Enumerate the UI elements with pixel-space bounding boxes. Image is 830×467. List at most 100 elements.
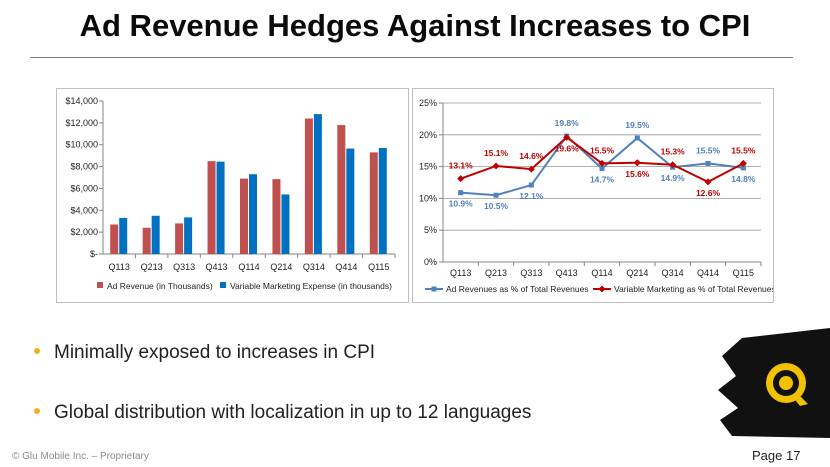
- data-label: 13.1%: [449, 161, 474, 171]
- data-label: 15.6%: [625, 169, 650, 179]
- x-tick-label: Q313: [173, 262, 195, 272]
- legend-swatch: [97, 282, 103, 288]
- legend-label: Variable Marketing Expense (in thousands…: [230, 281, 392, 291]
- bar: [216, 161, 225, 254]
- x-tick-label: Q413: [206, 262, 228, 272]
- data-point: [458, 190, 464, 196]
- x-tick-label: Q313: [520, 268, 542, 278]
- y-tick-label: 25%: [419, 98, 437, 108]
- y-tick-label: 10%: [419, 193, 437, 203]
- x-tick-label: Q414: [335, 262, 357, 272]
- data-point: [740, 165, 746, 171]
- bar: [272, 179, 281, 254]
- bullet-item: Global distribution with localization in…: [34, 402, 531, 424]
- legend-label: Variable Marketing as % of Total Revenue…: [614, 284, 773, 294]
- data-point: [493, 192, 499, 198]
- bar: [313, 114, 322, 254]
- x-tick-label: Q115: [368, 262, 389, 272]
- x-tick-label: Q113: [450, 268, 471, 278]
- x-tick-label: Q214: [270, 262, 292, 272]
- bar: [151, 215, 160, 254]
- y-tick-label: 0%: [424, 257, 437, 267]
- y-tick-label: $14,000: [65, 96, 98, 106]
- data-label: 15.5%: [590, 145, 615, 155]
- bar: [240, 178, 248, 254]
- data-point: [669, 161, 677, 169]
- data-label: 14.9%: [661, 173, 686, 183]
- data-label: 19.5%: [625, 120, 650, 130]
- x-tick-label: Q114: [591, 268, 612, 278]
- data-label: 19.6%: [555, 143, 580, 153]
- y-tick-label: $10,000: [65, 140, 98, 150]
- data-label: 14.8%: [731, 174, 756, 184]
- bullet-dot-icon: [34, 347, 40, 354]
- x-tick-label: Q413: [556, 268, 578, 278]
- bullet-text: Minimally exposed to increases in CPI: [54, 342, 376, 363]
- y-tick-label: 15%: [419, 162, 437, 172]
- y-tick-label: $-: [90, 249, 98, 259]
- bar: [175, 223, 184, 254]
- bullet-text: Global distribution with localization in…: [54, 402, 532, 423]
- x-tick-label: Q314: [662, 268, 684, 278]
- bar: [281, 194, 290, 254]
- data-label: 14.6%: [519, 151, 544, 161]
- x-tick-label: Q214: [626, 268, 648, 278]
- x-tick-label: Q213: [485, 268, 507, 278]
- data-point: [527, 165, 535, 173]
- bar-chart-svg: $- $2,000 $4,000 $6,000 $8,000 $10,000 $12,000…: [65, 96, 396, 291]
- page-title: Ad Revenue Hedges Against Increases to C…: [79, 8, 751, 43]
- data-label: 12.6%: [696, 188, 721, 198]
- bar: [249, 174, 257, 254]
- data-label: 15.3%: [661, 147, 686, 157]
- data-label: 10.9%: [449, 199, 474, 209]
- bar: [304, 118, 313, 254]
- y-tick-label: $6,000: [70, 183, 98, 193]
- legend-swatch: [220, 282, 226, 288]
- data-label: 15.5%: [731, 145, 756, 155]
- y-tick-label: $8,000: [70, 162, 98, 172]
- legend-label: Ad Revenue (in Thousands): [107, 281, 213, 291]
- data-point: [633, 159, 641, 167]
- revenue-percent-line-chart: 0% 5% 10% 15% 20% 25% Q113 Q213 Q313 Q413 Q114 Q214…: [412, 88, 776, 303]
- line-chart-svg: 0% 5% 10% 15% 20% 25% Q113 Q213 Q313 Q413 Q114 Q214…: [419, 98, 776, 294]
- bar: [119, 217, 128, 254]
- data-point: [457, 175, 465, 183]
- legend-label: Ad Revenues as % of Total Revenues: [446, 284, 589, 294]
- x-tick-label: Q114: [238, 262, 259, 272]
- data-point: [634, 135, 640, 141]
- bar: [378, 147, 387, 254]
- data-point: [599, 166, 605, 172]
- bar: [110, 224, 119, 254]
- data-point: [598, 159, 606, 167]
- bar: [337, 125, 346, 254]
- y-tick-label: 20%: [419, 130, 437, 140]
- y-tick-label: $12,000: [65, 118, 98, 128]
- x-tick-label: Q113: [109, 262, 130, 272]
- x-tick-label: Q213: [141, 262, 163, 272]
- glu-logo-icon: [712, 328, 830, 438]
- bullet-item: Minimally exposed to increases in CPI: [34, 342, 375, 364]
- data-point: [492, 162, 500, 170]
- legend-marker: [598, 285, 606, 293]
- data-label: 15.5%: [696, 145, 721, 155]
- x-tick-label: Q314: [303, 262, 325, 272]
- x-tick-label: Q414: [697, 268, 719, 278]
- page-number: Page 17: [752, 448, 801, 463]
- y-tick-label: $4,000: [70, 205, 98, 215]
- y-tick-label: 5%: [424, 225, 437, 235]
- bar: [142, 227, 151, 254]
- data-label: 15.1%: [484, 148, 509, 158]
- legend-marker: [431, 286, 437, 292]
- bar: [346, 148, 355, 254]
- data-point: [528, 182, 534, 188]
- bar: [207, 161, 216, 254]
- x-tick-label: Q115: [733, 268, 754, 278]
- data-label: 19.8%: [555, 118, 580, 128]
- data-point: [704, 178, 712, 186]
- copyright-text: © Glu Mobile Inc. – Proprietary: [12, 451, 149, 462]
- data-label: 12.1%: [519, 191, 544, 201]
- data-label: 14.7%: [590, 175, 615, 185]
- data-point: [705, 160, 711, 166]
- ad-revenue-bar-chart: $- $2,000 $4,000 $6,000 $8,000 $10,000 $12,000…: [56, 88, 409, 303]
- bar: [369, 152, 378, 254]
